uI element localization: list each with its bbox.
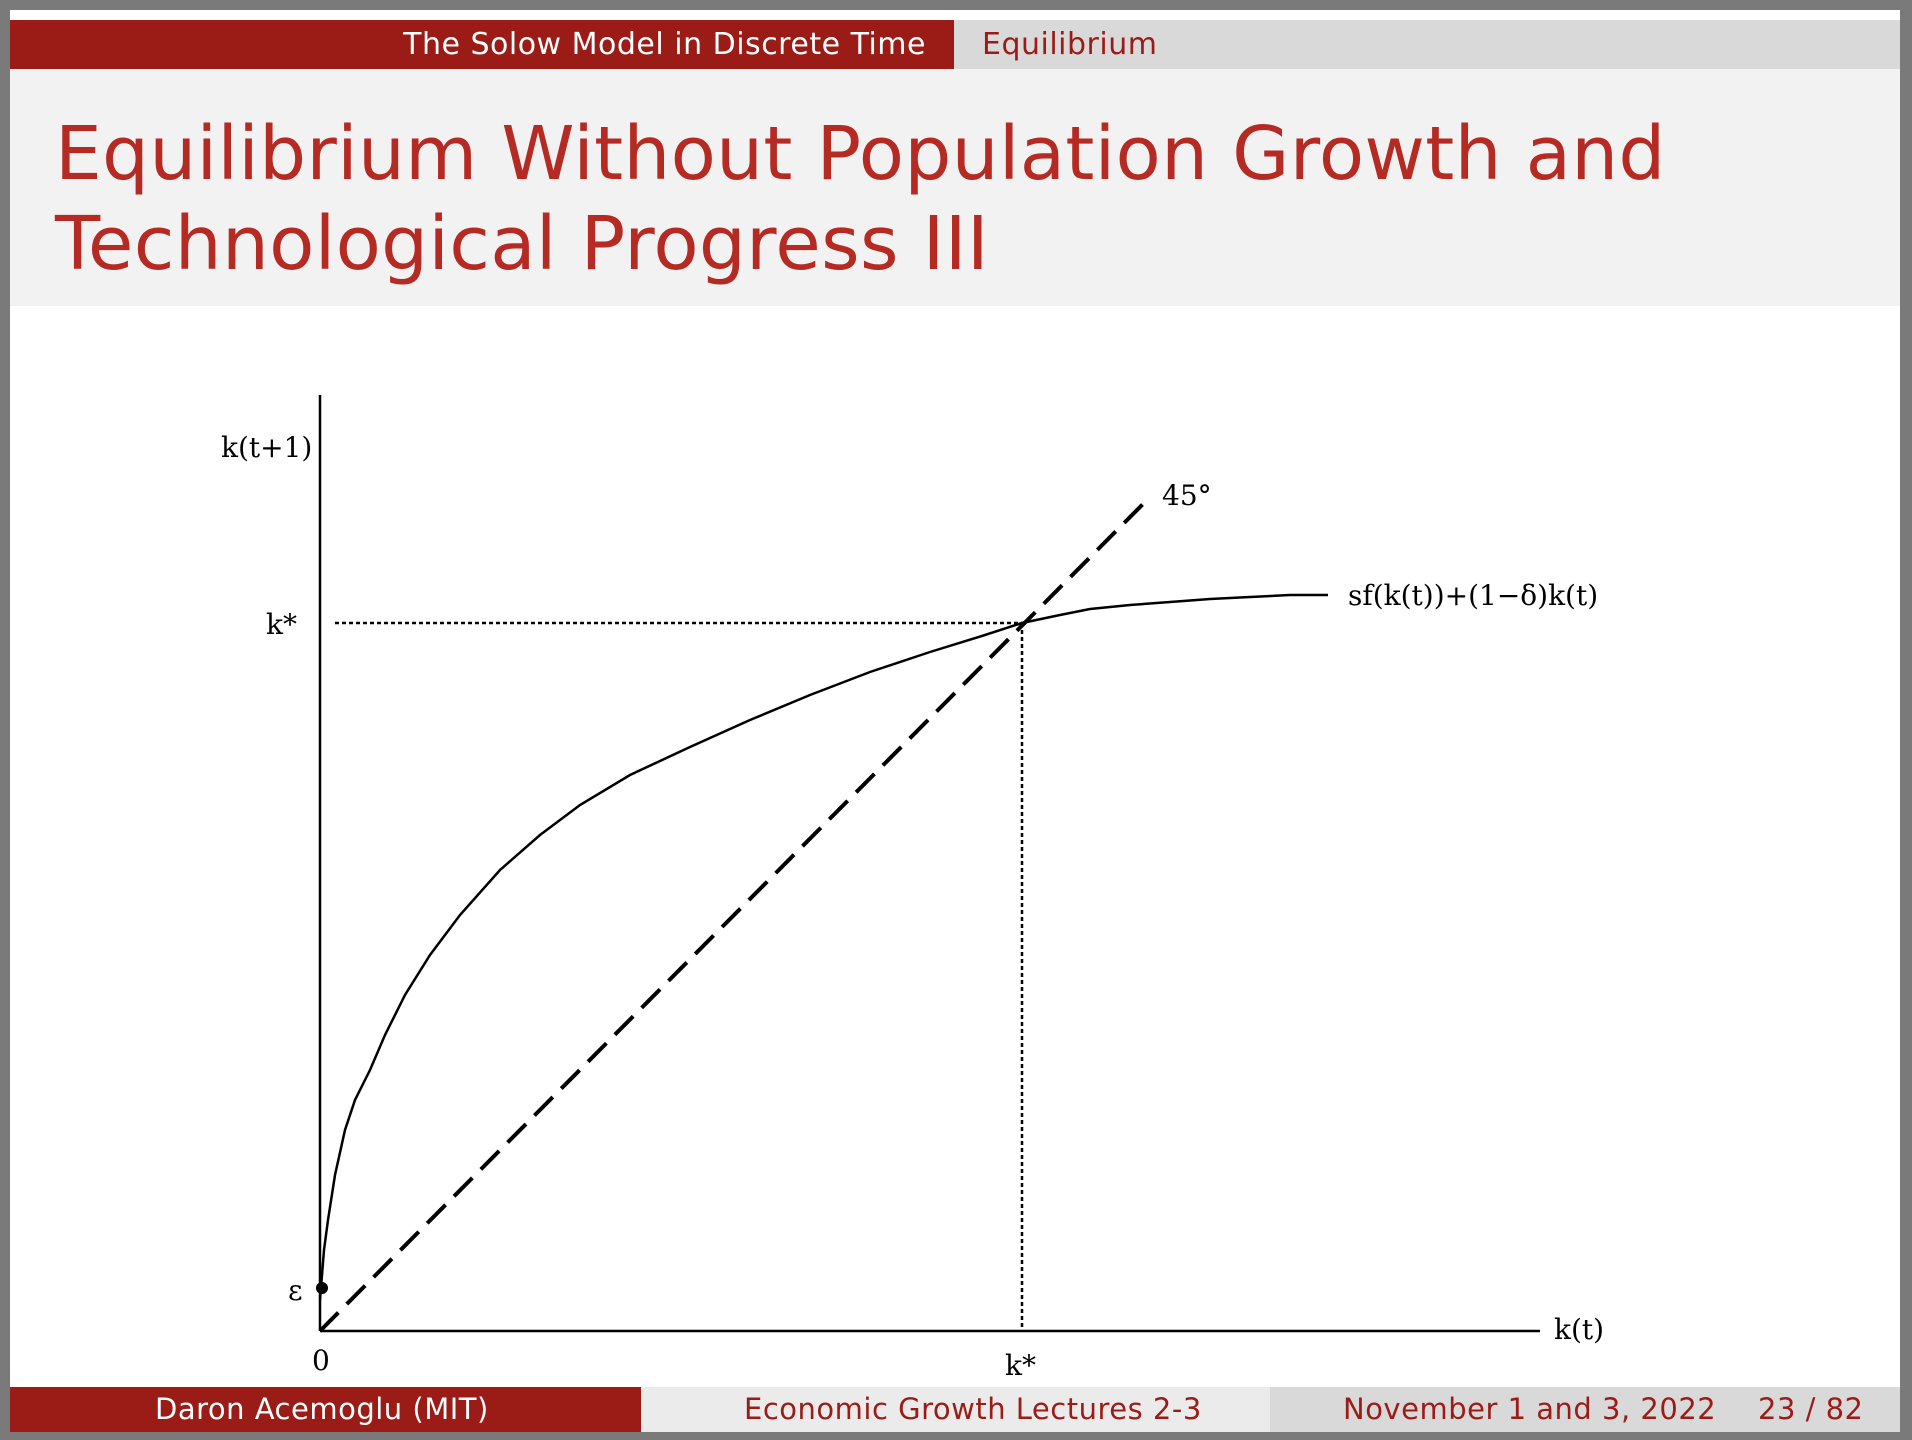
- page-number: 23 / 82: [1758, 1392, 1864, 1426]
- slide: The Solow Model in Discrete Time Equilib…: [10, 10, 1900, 1432]
- nav-section-link[interactable]: The Solow Model in Discrete Time: [403, 27, 926, 62]
- epsilon-label: ε: [288, 1274, 303, 1307]
- y-axis-label: k(t+1): [221, 431, 312, 464]
- footer-date: November 1 and 3, 2022: [1343, 1392, 1717, 1426]
- accumulation-curve: [318, 593, 1328, 1301]
- footer-course: Economic Growth Lectures 2-3: [744, 1392, 1202, 1426]
- x-axis-label: k(t): [1554, 1313, 1604, 1346]
- epsilon-point: [316, 1282, 328, 1294]
- steady-state-y-label: k*: [266, 608, 297, 641]
- diagonal-45-line: [318, 495, 1152, 1333]
- nav-subsection-box: Equilibrium: [954, 20, 1900, 69]
- footer-author-box: Daron Acemoglu (MIT): [10, 1387, 641, 1432]
- solow-diagram: k(t+1) k(t) k* k* 0 ε 45° sf(k(t))+(1−δ)…: [221, 395, 1604, 1382]
- footer-author: Daron Acemoglu (MIT): [155, 1392, 489, 1426]
- frame-title: Equilibrium Without Population Growth an…: [55, 111, 1666, 287]
- curve-label: sf(k(t))+(1−δ)k(t): [1348, 579, 1598, 612]
- frame-title-bar: Equilibrium Without Population Growth an…: [10, 69, 1900, 306]
- footer: Daron Acemoglu (MIT) Economic Growth Lec…: [10, 1387, 1900, 1432]
- origin-label: 0: [312, 1344, 330, 1377]
- header-navigation: The Solow Model in Discrete Time Equilib…: [10, 20, 1900, 69]
- steady-state-x-label: k*: [1005, 1349, 1036, 1382]
- footer-course-box: Economic Growth Lectures 2-3: [641, 1387, 1270, 1432]
- nav-section-box: The Solow Model in Discrete Time: [10, 20, 954, 69]
- footer-date-box: November 1 and 3, 2022 23 / 82: [1270, 1387, 1900, 1432]
- nav-subsection-link[interactable]: Equilibrium: [982, 27, 1158, 62]
- diagonal-label: 45°: [1162, 479, 1212, 512]
